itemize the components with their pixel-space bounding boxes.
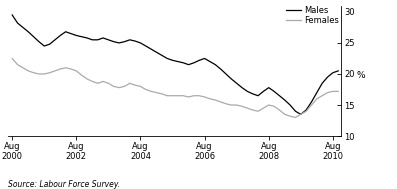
Text: Source: Labour Force Survey.: Source: Labour Force Survey. <box>8 180 120 189</box>
Males <box>208 60 212 63</box>
Males <box>37 41 41 43</box>
Females <box>74 70 79 72</box>
Legend: Males, Females: Males, Females <box>283 3 341 27</box>
Males <box>10 14 15 16</box>
Males <box>74 34 79 37</box>
Females <box>208 98 212 100</box>
Females <box>336 90 341 92</box>
Males <box>336 70 341 72</box>
Line: Females: Females <box>12 58 338 117</box>
Females <box>95 82 100 84</box>
Males <box>299 113 303 115</box>
Y-axis label: %: % <box>356 71 365 80</box>
Males <box>293 110 298 112</box>
Females <box>170 94 175 97</box>
Males <box>170 59 175 61</box>
Males <box>95 39 100 41</box>
Females <box>10 57 15 60</box>
Females <box>37 73 41 75</box>
Females <box>299 113 303 115</box>
Line: Males: Males <box>12 15 338 114</box>
Females <box>293 116 298 119</box>
